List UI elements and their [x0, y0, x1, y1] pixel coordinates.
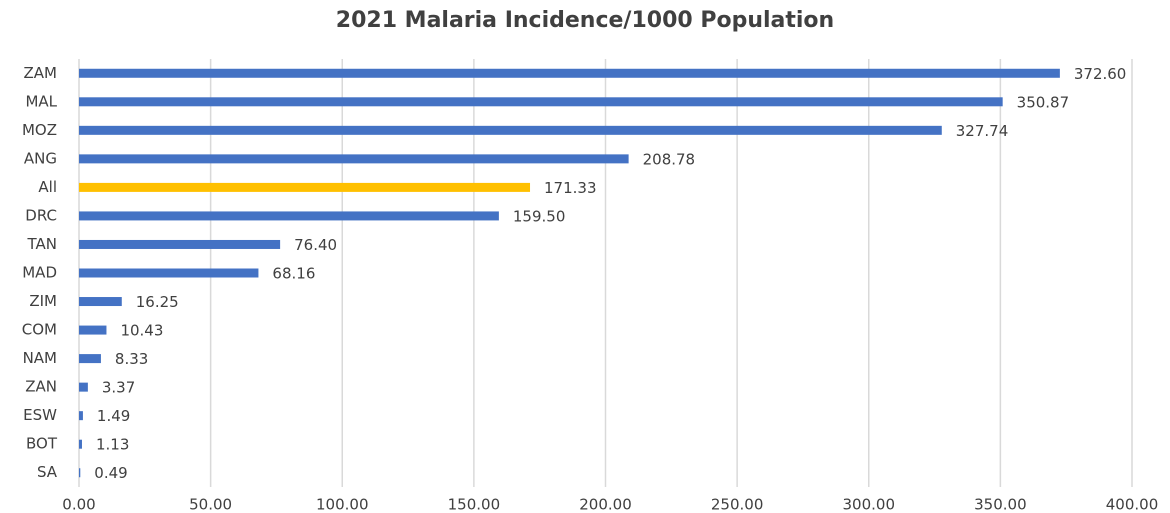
bar: [79, 68, 1060, 78]
bar: [79, 297, 122, 307]
y-tick-label: DRC: [25, 206, 57, 224]
data-label: 1.13: [96, 436, 129, 454]
bar: [79, 354, 101, 364]
y-tick-label: TAN: [27, 235, 57, 253]
chart-title: 2021 Malaria Incidence/1000 Population: [336, 8, 834, 33]
bar: [79, 154, 629, 164]
x-tick-label: 200.00: [579, 496, 632, 513]
x-tick-label: 100.00: [316, 496, 369, 513]
y-tick-label: ANG: [24, 149, 57, 167]
y-tick-label: MAL: [25, 92, 57, 110]
bar: [79, 468, 81, 478]
data-label: 68.16: [272, 265, 315, 283]
x-tick-label: 0.00: [62, 496, 95, 513]
data-label: 3.37: [102, 379, 135, 397]
y-tick-label: MAD: [22, 264, 57, 282]
y-tick-label: ZAM: [24, 64, 57, 82]
data-label: 372.60: [1074, 65, 1127, 83]
bar: [79, 125, 942, 135]
data-label: 0.49: [94, 464, 127, 482]
data-label: 208.78: [643, 150, 696, 168]
y-tick-label: ESW: [23, 406, 57, 424]
y-tick-label: BOT: [26, 435, 58, 453]
data-label: 1.49: [97, 407, 130, 425]
y-tick-label: COM: [22, 321, 57, 339]
y-tick-label: All: [38, 178, 57, 196]
y-tick-label: ZIM: [29, 292, 57, 310]
x-tick-label: 250.00: [711, 496, 764, 513]
bar: [79, 268, 259, 278]
bar: [79, 239, 281, 249]
bar: [79, 411, 83, 421]
x-tick-label: 350.00: [974, 496, 1027, 513]
data-label: 159.50: [513, 207, 566, 225]
bar: [79, 439, 82, 449]
bar: [79, 182, 531, 192]
data-label: 171.33: [544, 179, 597, 197]
data-label: 76.40: [294, 236, 337, 254]
bar: [79, 211, 499, 221]
bar: [79, 97, 1003, 107]
y-tick-label: SA: [37, 463, 58, 481]
x-tick-label: 400.00: [1106, 496, 1159, 513]
x-tick-label: 300.00: [843, 496, 896, 513]
data-label: 350.87: [1017, 93, 1070, 111]
y-tick-label: ZAN: [25, 378, 57, 396]
y-tick-label: MOZ: [22, 121, 57, 139]
x-tick-label: 150.00: [448, 496, 501, 513]
data-label: 10.43: [120, 322, 163, 340]
bar: [79, 382, 88, 392]
data-label: 16.25: [136, 293, 179, 311]
x-tick-label: 50.00: [189, 496, 232, 513]
data-label: 327.74: [956, 122, 1009, 140]
data-label: 8.33: [115, 350, 148, 368]
y-tick-label: NAM: [23, 349, 57, 367]
bar: [79, 325, 107, 335]
